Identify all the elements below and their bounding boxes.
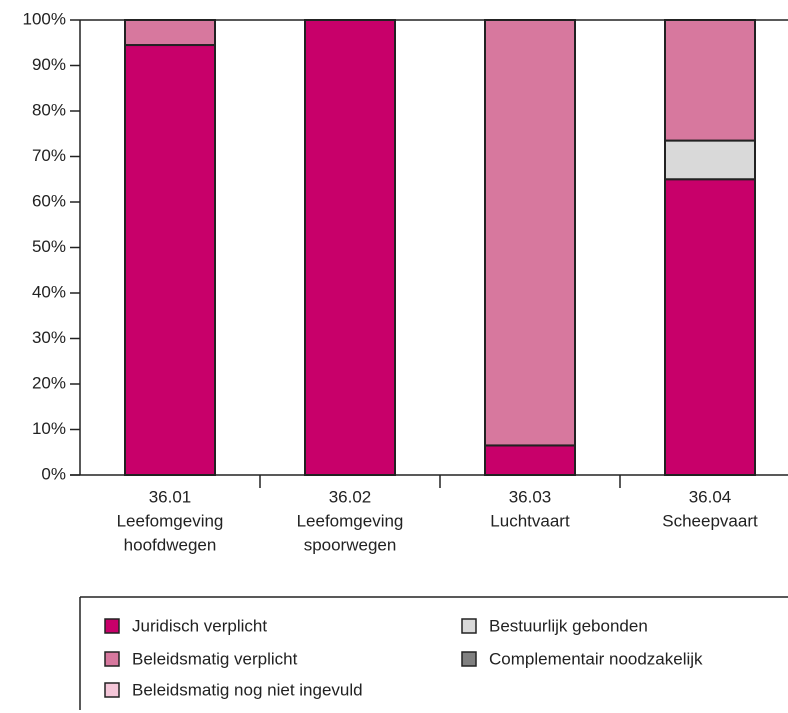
- y-tick-label: 0%: [41, 464, 66, 483]
- y-tick-label: 60%: [32, 191, 66, 210]
- y-tick-label: 20%: [32, 373, 66, 392]
- bar-segment: [484, 19, 576, 447]
- legend-swatch: [461, 651, 477, 667]
- x-tick-label: Leefomgeving: [117, 511, 224, 530]
- x-tick-label: Leefomgeving: [297, 511, 404, 530]
- legend-label: Bestuurlijk gebonden: [489, 616, 648, 635]
- legend-swatch: [104, 618, 120, 634]
- y-tick-label: 80%: [32, 100, 66, 119]
- x-tick-label: Scheepvaart: [662, 511, 758, 530]
- y-tick-label: 10%: [32, 419, 66, 438]
- bar-segment: [664, 19, 756, 142]
- bar-segment: [124, 19, 216, 47]
- y-tick-label: 90%: [32, 55, 66, 74]
- y-tick-label: 30%: [32, 328, 66, 347]
- legend-swatch: [461, 618, 477, 634]
- legend-swatch: [104, 682, 120, 698]
- x-tick-label: Luchtvaart: [490, 511, 570, 530]
- x-tick-label: 36.03: [509, 487, 552, 506]
- x-tick-label: spoorwegen: [304, 535, 397, 554]
- x-tick-label: 36.04: [689, 487, 732, 506]
- x-tick-label: hoofdwegen: [124, 535, 217, 554]
- legend-label: Beleidsmatig verplicht: [132, 649, 298, 668]
- bar-segment: [304, 19, 396, 476]
- y-tick-label: 40%: [32, 282, 66, 301]
- bar-segment: [664, 139, 756, 181]
- y-tick-label: 50%: [32, 237, 66, 256]
- bar-segment: [124, 44, 216, 477]
- bar-segment: [484, 444, 576, 476]
- legend-label: Beleidsmatig nog niet ingevuld: [132, 680, 363, 699]
- y-tick-label: 100%: [23, 9, 66, 28]
- legend-swatch: [104, 651, 120, 667]
- legend-label: Complementair noodzakelijk: [489, 649, 703, 668]
- x-tick-label: 36.01: [149, 487, 192, 506]
- legend-label: Juridisch verplicht: [132, 616, 267, 635]
- x-tick-label: 36.02: [329, 487, 372, 506]
- y-tick-label: 70%: [32, 146, 66, 165]
- bar-segment: [664, 178, 756, 476]
